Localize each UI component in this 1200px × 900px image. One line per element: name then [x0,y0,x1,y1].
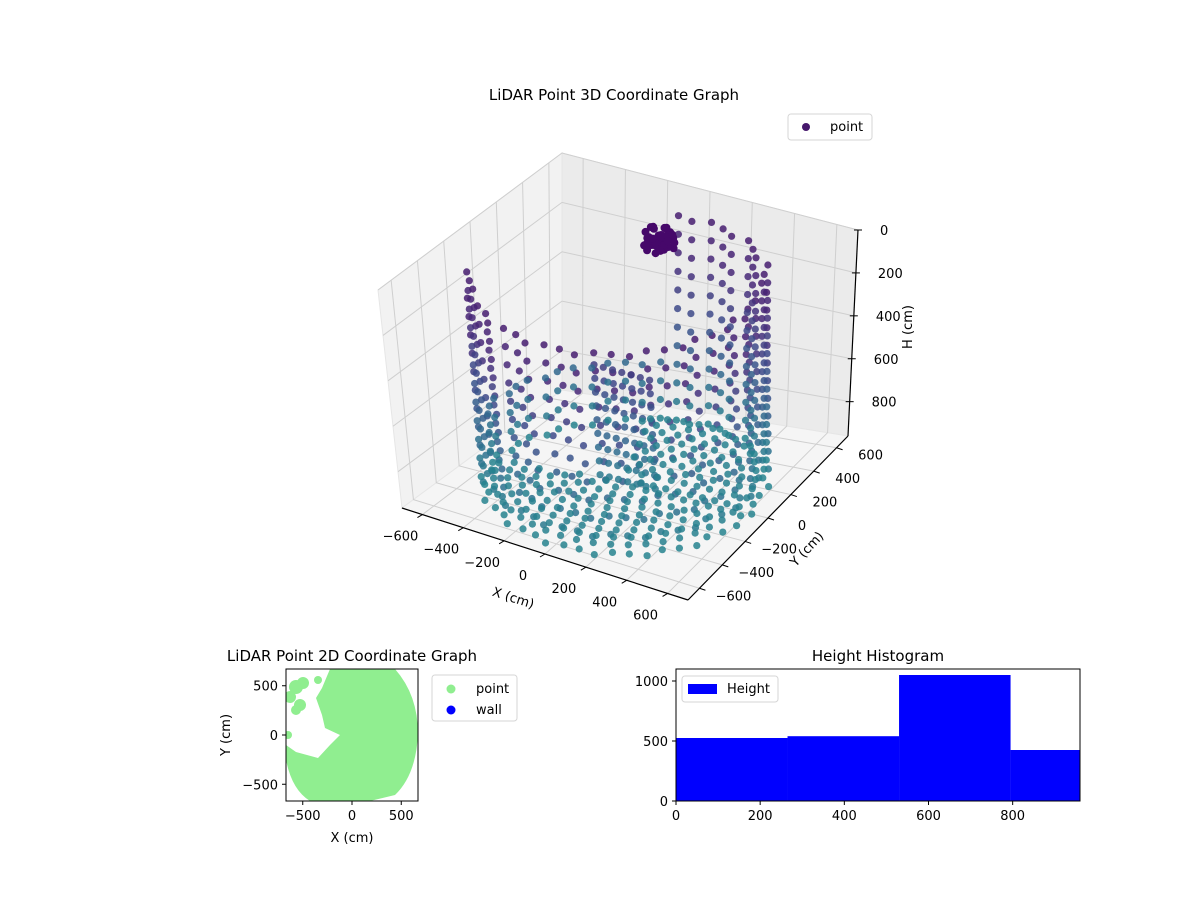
svg-text:−600: −600 [383,530,419,545]
z-axis-label: H (cm) [901,305,916,349]
svg-text:0: 0 [270,729,278,744]
svg-text:500: 500 [389,809,414,824]
legend-box [681,675,779,703]
legend-height-swatch [688,684,717,694]
svg-text:−200: −200 [464,556,500,571]
svg-text:0: 0 [672,809,680,824]
svg-text:400: 400 [835,472,860,487]
svg-text:−200: −200 [761,542,797,557]
svg-text:0: 0 [660,795,668,810]
scatter2d-legend: point wall [431,674,518,722]
svg-text:400: 400 [592,595,617,610]
svg-text:−400: −400 [738,566,774,581]
histogram-bar [676,738,788,801]
histogram-chart: Height Histogram 0 200 400 600 800 0 500 1000 H… [635,647,1081,824]
svg-text:600: 600 [858,449,883,464]
svg-text:400: 400 [832,809,857,824]
histogram-ticks: 0 200 400 600 800 0 500 1000 [635,675,1025,824]
axis-ticks-3d: −600−400−2000200400600−600−400−200020040… [383,224,903,623]
legend-point-label: point [476,682,509,697]
scatter3d-title: LiDAR Point 3D Coordinate Graph [489,86,739,104]
svg-text:500: 500 [253,680,278,695]
svg-text:−600: −600 [716,589,752,604]
svg-text:800: 800 [1000,809,1025,824]
point-cloud [463,212,773,560]
scatter2d-points [286,669,418,801]
scatter2d-x-label: X (cm) [331,831,374,846]
svg-text:500: 500 [643,735,668,750]
legend-wall-marker [446,705,456,715]
histogram-bar [787,736,900,801]
histogram-legend: Height [681,675,779,703]
histogram-bar [899,675,1011,801]
x-axis-label: X (cm) [490,585,536,613]
svg-text:0: 0 [798,519,806,534]
legend-point-marker [802,123,810,131]
histogram-bar [1010,750,1080,801]
svg-text:−500: −500 [285,809,321,824]
scatter3d-legend: point [787,113,873,141]
svg-text:−400: −400 [423,543,459,558]
legend-wall-label: wall [476,703,502,718]
svg-text:800: 800 [872,396,897,411]
svg-text:1000: 1000 [635,675,668,690]
scatter2d-chart: LiDAR Point 2D Coordinate Graph −500 0 500… [219,647,518,846]
legend-height-label: Height [727,682,770,697]
legend-point-label: point [830,120,863,135]
scatter2d-y-label: Y (cm) [219,714,234,757]
svg-text:200: 200 [748,809,773,824]
svg-text:200: 200 [812,496,837,511]
svg-text:400: 400 [876,310,901,325]
svg-text:600: 600 [874,353,899,368]
svg-text:600: 600 [916,809,941,824]
histogram-axes-frame [675,668,1081,802]
histogram-bars [676,675,1080,801]
svg-text:0: 0 [519,569,527,584]
svg-text:−500: −500 [242,778,278,793]
histogram-title: Height Histogram [812,647,944,665]
svg-text:200: 200 [878,267,903,282]
scatter2d-ticks: −500 0 500 −500 0 500 [242,680,413,824]
svg-text:0: 0 [880,224,888,239]
svg-text:200: 200 [551,582,576,597]
svg-text:0: 0 [348,809,356,824]
scatter2d-title: LiDAR Point 2D Coordinate Graph [227,647,477,665]
legend-box [787,113,873,141]
scatter3d-chart: LiDAR Point 3D Coordinate Graph −600 −400… [377,86,916,623]
legend-point-marker [446,684,456,694]
svg-text:600: 600 [633,608,658,623]
